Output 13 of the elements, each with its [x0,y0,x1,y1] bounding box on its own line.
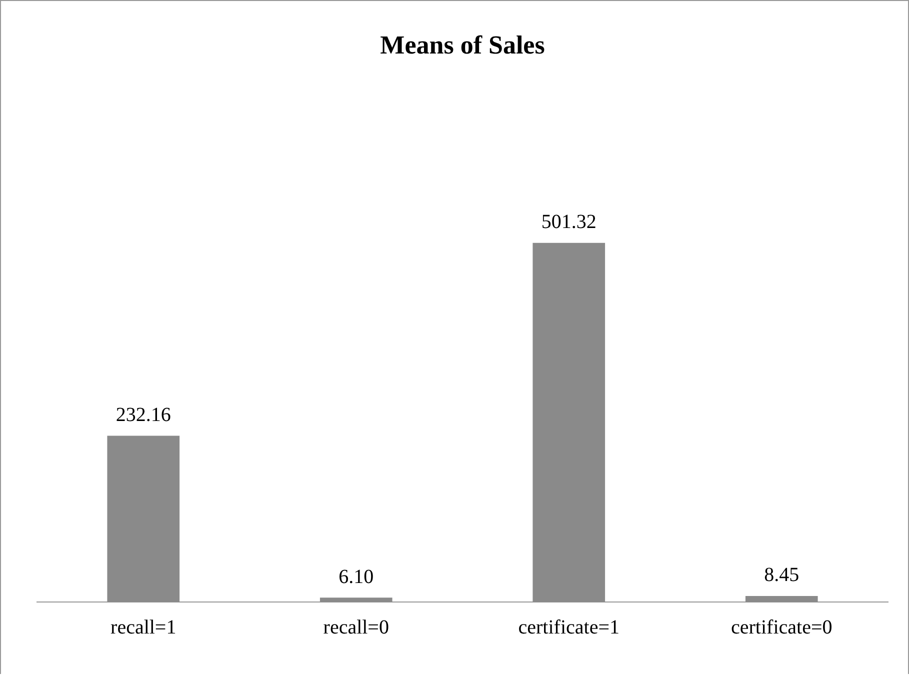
chart-title: Means of Sales [380,30,545,60]
bar [745,596,818,602]
x-tick-label: recall=0 [323,616,389,638]
bar [107,436,180,602]
bar [320,598,392,602]
x-tick-label: certificate=0 [731,616,832,638]
bar [532,242,606,602]
data-label: 232.16 [116,404,171,426]
data-label: 6.10 [338,566,374,588]
data-label: 501.32 [541,211,596,234]
data-label: 8.45 [764,564,800,586]
x-tick-label: recall=1 [110,616,176,638]
x-tick-label: certificate=1 [518,616,620,638]
